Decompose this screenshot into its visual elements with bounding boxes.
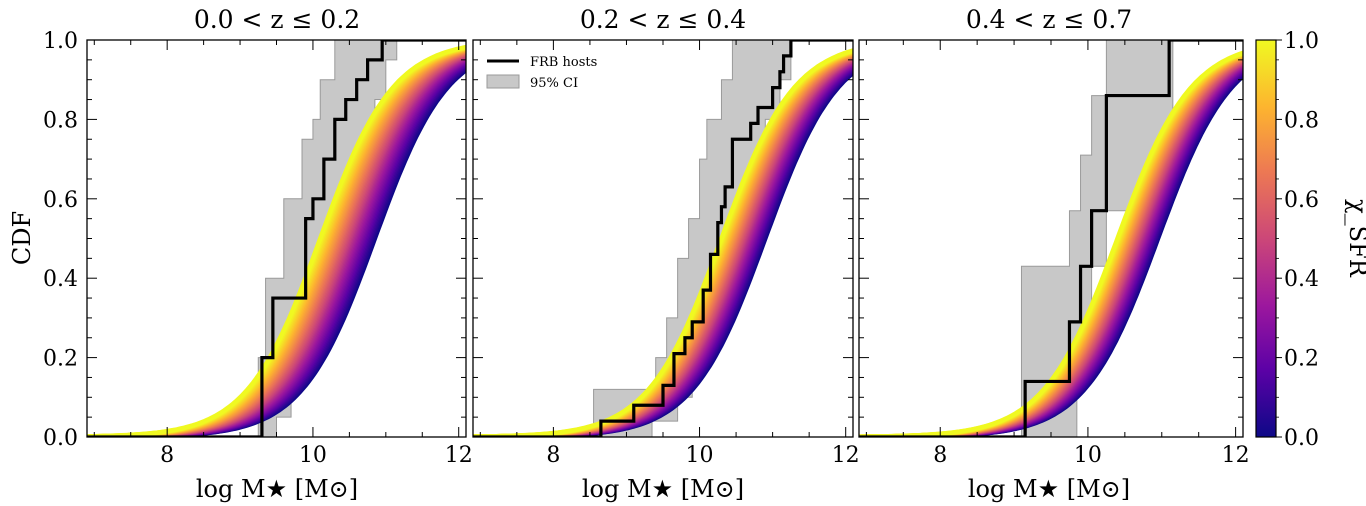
y-tick-label: 0.0 — [43, 426, 78, 451]
x-tick-label: 10 — [686, 443, 714, 468]
legend-label-ci: 95% CI — [530, 76, 578, 91]
colorbar-tick-label: 0.0 — [1284, 426, 1319, 451]
panel-high-z: 0.4 < z ≤ 0.7 log M★ [M⊙] 8 10 12 — [858, 5, 1250, 503]
colorbar-tick-label: 0.4 — [1284, 267, 1319, 292]
x-tick-label: 12 — [1222, 443, 1250, 468]
plot-area — [859, 40, 1243, 437]
y-tick-label: 0.8 — [43, 108, 78, 133]
x-axis-label: log M★ [M⊙] — [968, 475, 1130, 503]
panel-title: 0.0 < z ≤ 0.2 — [194, 5, 360, 34]
plot-area — [87, 40, 466, 437]
x-tick-label: 10 — [299, 443, 327, 468]
colorbar-tick-label: 0.2 — [1284, 347, 1319, 372]
x-tick-label: 8 — [160, 443, 174, 468]
x-tick-label: 12 — [445, 443, 473, 468]
x-axis-label: log M★ [M⊙] — [582, 475, 744, 503]
frb-hosts-cdf — [473, 40, 853, 437]
y-tick-label: 1.0 — [43, 29, 78, 54]
x-tick-label: 8 — [933, 443, 947, 468]
legend-patch-ci — [486, 74, 520, 89]
y-axis-label: CDF — [8, 211, 36, 265]
y-tick-label: 0.6 — [43, 188, 78, 213]
frb-hosts-cdf — [859, 40, 1243, 437]
model-cdf-curve — [87, 44, 466, 437]
panel-mid-z: 0.2 < z ≤ 0.4 log M★ [M⊙] 8 10 12 — [472, 5, 860, 503]
colorbar-label: χ_SFR — [1344, 199, 1366, 278]
colorbar: 0.0 0.2 0.4 0.6 0.8 1.0 χ_SFR — [1255, 29, 1366, 451]
legend: FRB hosts 95% CI — [486, 55, 597, 91]
plot-area — [473, 40, 853, 437]
panel-low-z: 0.0 < z ≤ 0.2 log M★ [M⊙] 8 10 12 0.0 0.2 0.4… — [43, 5, 473, 503]
colorbar-tick-label: 0.8 — [1284, 108, 1319, 133]
panel-title: 0.2 < z ≤ 0.4 — [580, 5, 746, 34]
x-axis-label: log M★ [M⊙] — [196, 475, 358, 503]
x-tick-label: 12 — [832, 443, 860, 468]
y-tick-label: 0.2 — [43, 347, 78, 372]
frb-hosts-cdf — [87, 40, 466, 437]
x-tick-label: 8 — [546, 443, 560, 468]
colorbar-gradient — [1255, 39, 1277, 438]
model-cdf-curve — [473, 48, 853, 437]
x-tick-label: 10 — [1074, 443, 1102, 468]
panel-title: 0.4 < z ≤ 0.7 — [966, 5, 1132, 34]
colorbar-tick-label: 1.0 — [1284, 29, 1319, 54]
legend-label-frb: FRB hosts — [530, 55, 597, 70]
colorbar-tick-label: 0.6 — [1284, 188, 1319, 213]
y-tick-label: 0.4 — [43, 267, 78, 292]
